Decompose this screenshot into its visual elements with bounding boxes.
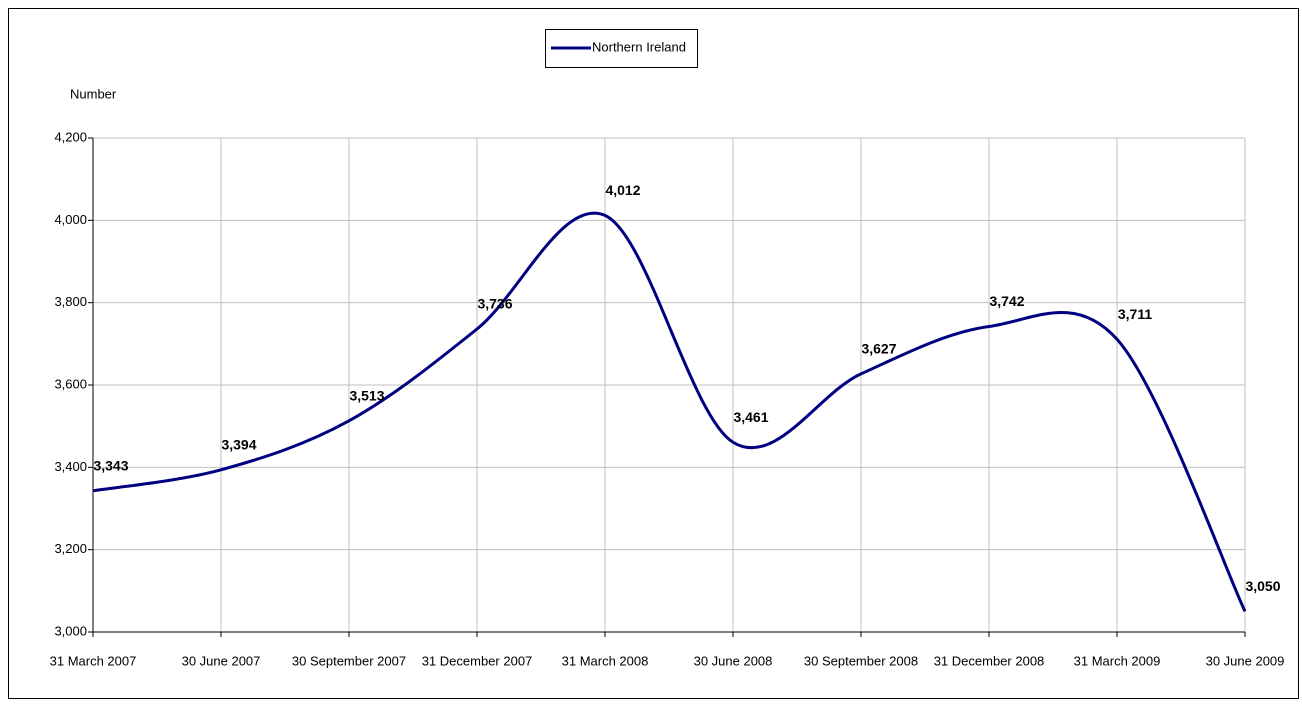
series-line [92, 211, 1247, 613]
value-label: 3,627 [861, 341, 896, 357]
y-tick-label: 3,400 [54, 459, 87, 474]
value-label: 3,394 [221, 437, 256, 453]
x-tick-label: 30 June 2007 [182, 653, 261, 668]
x-tick-label: 31 March 2009 [1074, 653, 1161, 668]
x-tick-label: 31 March 2007 [50, 653, 137, 668]
y-tick-label: 3,200 [54, 541, 87, 556]
value-label: 3,050 [1245, 578, 1280, 594]
value-label: 3,711 [1118, 306, 1152, 322]
chart-border [8, 8, 1299, 699]
y-tick-label: 3,800 [54, 294, 87, 309]
value-label: 4,012 [605, 182, 640, 198]
value-label: 3,461 [733, 409, 768, 425]
y-tick-label: 4,200 [54, 129, 87, 144]
x-tick-label: 31 December 2007 [422, 653, 533, 668]
y-tick-label: 3,000 [54, 623, 87, 638]
value-label: 3,513 [349, 388, 384, 404]
y-tick-label: 4,000 [54, 212, 87, 227]
x-tick-label: 30 September 2008 [804, 653, 918, 668]
legend-label: Northern Ireland [592, 39, 686, 54]
value-label: 3,736 [477, 296, 512, 312]
value-label: 3,742 [989, 293, 1024, 309]
x-tick-label: 31 March 2008 [562, 653, 649, 668]
x-tick-label: 31 December 2008 [934, 653, 1045, 668]
x-tick-label: 30 June 2008 [694, 653, 773, 668]
x-tick-label: 30 June 2009 [1206, 653, 1285, 668]
value-label: 3,343 [93, 458, 128, 474]
y-axis-label: Number [70, 86, 117, 101]
x-tick-label: 30 September 2007 [292, 653, 406, 668]
y-tick-label: 3,600 [54, 376, 87, 391]
